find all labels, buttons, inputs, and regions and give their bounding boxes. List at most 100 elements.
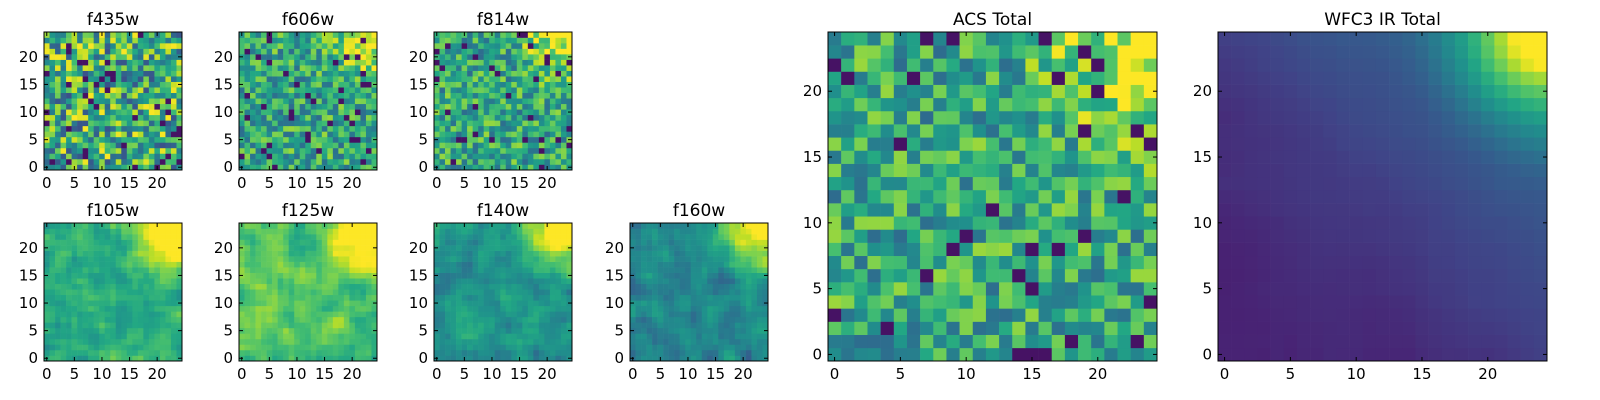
heatmap-cell	[239, 278, 245, 285]
heatmap-cell	[668, 278, 675, 285]
heatmap-cell	[283, 322, 289, 329]
heatmap-cell	[299, 147, 306, 154]
heatmap-cell	[148, 76, 155, 82]
heatmap-cell	[354, 125, 361, 132]
heatmap-cell	[244, 114, 251, 121]
heatmap-cell	[456, 131, 462, 138]
heatmap-cell	[126, 147, 133, 154]
heatmap-cell	[159, 267, 166, 273]
heatmap-cell	[690, 245, 697, 251]
heatmap-cell	[450, 98, 457, 105]
heatmap-cell	[371, 37, 378, 44]
heatmap-cell	[132, 54, 139, 60]
heatmap-cell	[288, 153, 295, 160]
heatmap-cell	[277, 239, 284, 246]
heatmap-cell	[332, 76, 339, 82]
heatmap-cell	[110, 147, 117, 154]
heatmap-cell	[1104, 282, 1118, 296]
heatmap-cell	[445, 349, 451, 356]
heatmap-cell	[527, 32, 534, 38]
heatmap-cell	[165, 338, 172, 345]
heatmap-cell	[751, 223, 758, 229]
heatmap-cell	[467, 245, 473, 251]
heatmap-cell	[841, 347, 855, 362]
heatmap-cell	[712, 267, 719, 273]
heatmap-cell	[283, 267, 289, 273]
heatmap-cell	[729, 316, 736, 323]
heatmap-cell	[283, 76, 289, 82]
heatmap-cell	[630, 239, 636, 246]
heatmap-cell	[176, 92, 183, 99]
heatmap-cell	[283, 32, 289, 38]
heatmap-cell	[674, 278, 680, 285]
heatmap-cell	[115, 59, 122, 66]
heatmap-cell	[288, 109, 295, 116]
heatmap-cell	[294, 267, 301, 273]
heatmap-cell	[277, 114, 284, 121]
heatmap-cell	[1091, 295, 1105, 309]
heatmap-cell	[439, 70, 446, 77]
heatmap-cell	[88, 48, 94, 55]
heatmap-cell	[294, 125, 301, 132]
heatmap-cell	[657, 256, 664, 262]
heatmap-cell	[555, 272, 562, 279]
heatmap-cell	[126, 239, 133, 246]
heatmap-cell	[110, 37, 117, 44]
heatmap-cell	[283, 344, 289, 351]
heatmap-cell	[60, 300, 67, 307]
heatmap-cell	[500, 70, 507, 77]
heatmap-cell	[49, 153, 56, 160]
heatmap-cell	[663, 223, 669, 229]
heatmap-cell	[266, 234, 273, 240]
heatmap-cell	[305, 333, 312, 340]
heatmap-cell	[176, 261, 183, 268]
heatmap-cell	[93, 103, 100, 110]
heatmap-cell	[148, 131, 155, 138]
heatmap-cell	[239, 322, 245, 329]
heatmap-cell	[745, 294, 752, 301]
heatmap-cell	[439, 267, 446, 273]
heatmap-cell	[349, 289, 356, 296]
heatmap-cell	[93, 245, 100, 251]
heatmap-cell	[527, 158, 534, 165]
heatmap-cell	[472, 164, 479, 171]
y-tick-label: 0	[418, 158, 428, 176]
heatmap-cell	[1091, 282, 1105, 296]
heatmap-cell	[445, 289, 451, 296]
heatmap-cell	[88, 65, 94, 71]
heatmap-cell	[332, 250, 339, 257]
heatmap-cell	[560, 234, 567, 240]
heatmap-cell	[93, 114, 100, 121]
heatmap-cell	[483, 316, 490, 323]
heatmap-cell	[756, 261, 763, 268]
heatmap-cell	[283, 223, 289, 229]
heatmap-cell	[66, 131, 72, 138]
heatmap-cell	[560, 125, 567, 132]
heatmap-cell	[239, 261, 245, 268]
heatmap-cell	[434, 228, 440, 235]
heatmap-cell	[445, 43, 451, 49]
heatmap-cell	[154, 109, 161, 116]
heatmap-cell	[327, 43, 334, 49]
heatmap-cell	[77, 131, 83, 138]
heatmap-cell	[450, 245, 457, 251]
heatmap-cell	[299, 125, 306, 132]
heatmap-cell	[154, 228, 161, 235]
heatmap-cell	[121, 158, 128, 165]
heatmap-cell	[745, 311, 752, 318]
heatmap-cell	[538, 164, 545, 171]
heatmap-cell	[55, 311, 61, 318]
heatmap-cell	[527, 228, 534, 235]
heatmap-cell	[272, 228, 278, 235]
heatmap-cell	[176, 103, 183, 110]
heatmap-cell	[560, 142, 567, 149]
heatmap-cell	[560, 120, 567, 127]
heatmap-cell	[338, 228, 345, 235]
heatmap-cell	[456, 32, 462, 38]
heatmap-cell	[483, 250, 490, 257]
heatmap-cell	[828, 308, 842, 322]
heatmap-cell	[505, 87, 512, 94]
heatmap-cell	[288, 311, 295, 318]
heatmap-cell	[244, 136, 251, 143]
heatmap-cell	[110, 305, 117, 312]
